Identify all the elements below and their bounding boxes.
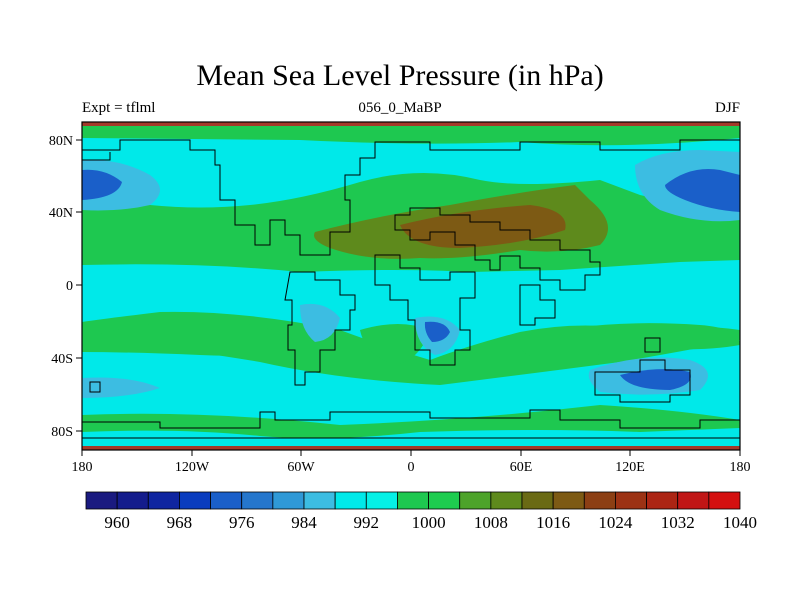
colorbar-label: 984 (291, 513, 317, 532)
colorbar-swatch (397, 491, 429, 510)
field-south-low-east-core (620, 369, 691, 390)
coast-south-america (284, 271, 356, 386)
y-tick-label: 40N (49, 206, 73, 221)
field-north-pole-strip (82, 122, 740, 126)
colorbar-swatch (708, 491, 741, 510)
coast-africa (374, 254, 476, 366)
x-tick-label: 180 (730, 460, 751, 475)
field-green-south-atlantic (360, 324, 430, 365)
colorbar-label: 960 (104, 513, 130, 532)
colorbar-label: 1016 (536, 513, 570, 532)
field-cyan-antarctic (82, 428, 740, 450)
colorbar-swatch (677, 491, 710, 510)
x-tick-label: 60W (287, 460, 315, 475)
colorbar-swatch (459, 491, 492, 510)
y-tick-label: 80N (49, 134, 73, 149)
colorbar-label: 1024 (598, 513, 633, 532)
colorbar-swatch (116, 491, 149, 510)
y-tick-label: 80S (51, 425, 73, 440)
colorbar-swatch (615, 491, 647, 510)
x-axis: 180 120W 60W 0 60E 120E 180 (72, 450, 751, 475)
coast-australia (594, 359, 691, 403)
colorbar-label: 1032 (661, 513, 695, 532)
y-tick-label: 40S (51, 352, 73, 367)
colorbar-swatch (428, 491, 461, 510)
colorbar-label: 968 (167, 513, 193, 532)
coast-asia-south (394, 207, 601, 291)
colorbar-swatch (552, 491, 585, 510)
pressure-field (82, 122, 740, 450)
coast-island-southwest (89, 381, 101, 393)
colorbar-swatch (303, 491, 336, 510)
colorbar-swatch (272, 491, 305, 510)
coast-india (519, 284, 556, 326)
colorbar-swatch (334, 491, 367, 510)
colorbar-swatch (521, 491, 554, 510)
field-green-south-west (82, 321, 300, 356)
coast-north-america-eurasia (82, 139, 740, 256)
colorbar-swatch (241, 491, 274, 510)
season-label: DJF (714, 100, 740, 116)
field-cyan-equator (82, 260, 740, 360)
map-title: Mean Sea Level Pressure (in hPa) (196, 59, 604, 92)
field-cyan-north (82, 138, 740, 208)
field-green-south-indian (518, 323, 740, 357)
colorbar-swatch (179, 491, 211, 510)
field-asian-high-core (400, 205, 566, 248)
x-tick-label: 120W (175, 460, 210, 475)
coast-antarctica (82, 409, 740, 429)
coast-island-east (644, 337, 661, 353)
colorbar-swatch (365, 491, 398, 510)
colorbar-label: 1008 (474, 513, 508, 532)
x-tick-label: 0 (408, 460, 415, 475)
run-label: 056_0_MaBP (358, 100, 442, 116)
x-tick-label: 60E (510, 460, 533, 475)
colorbar-swatch (583, 491, 616, 510)
field-south-low-west (82, 377, 160, 398)
field-africa-low-core (424, 321, 450, 342)
x-tick-label: 180 (72, 460, 93, 475)
colorbar-swatch (490, 491, 523, 510)
y-axis: 80N 40N 0 40S 80S (49, 134, 82, 440)
x-tick-label: 120E (615, 460, 645, 475)
colorbar-swatch (85, 491, 118, 510)
colorbar-swatch (210, 491, 243, 510)
colorbar-label: 1040 (723, 513, 757, 532)
colorbar-label: 1000 (412, 513, 446, 532)
colorbar-label: 992 (354, 513, 380, 532)
coast-north-west (82, 152, 111, 161)
colorbar-label: 976 (229, 513, 255, 532)
y-tick-label: 0 (66, 279, 73, 294)
field-samerica-low (300, 303, 340, 342)
experiment-label: Expt = tflml (82, 100, 156, 116)
colorbar-swatch (147, 491, 180, 510)
field-aleutian-low-core (665, 169, 740, 212)
colorbar-swatch (646, 491, 679, 510)
colorbar: 960 968 976 984 992 1000 1008 1016 1024 1032 1040 (85, 491, 757, 532)
field-west-low-core (82, 169, 122, 200)
coastlines (82, 139, 740, 439)
field-south-pole-strip (82, 446, 740, 450)
